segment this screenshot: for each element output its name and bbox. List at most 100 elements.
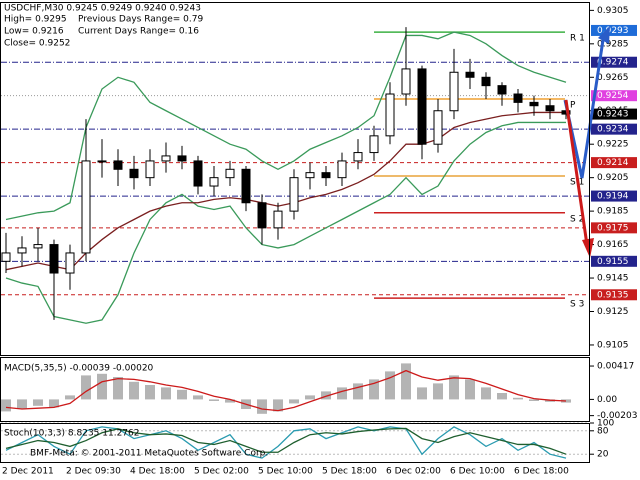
candle-body [1, 252, 11, 262]
close-info: Close= 0.9252 [4, 39, 70, 49]
price-level-label: 0.9293 [597, 26, 629, 36]
macd-bar [353, 383, 363, 400]
x-tick-label: 6 Dec 18:00 [514, 467, 569, 477]
arrow-head [582, 238, 594, 258]
macd-bar [193, 395, 203, 400]
macd-bar [145, 385, 155, 400]
price-level-tag [591, 255, 637, 267]
candle-body [353, 152, 363, 162]
candle-body [385, 93, 395, 137]
candle-body [305, 172, 315, 179]
price-level-tag [591, 222, 637, 234]
macd-bar [129, 381, 139, 400]
macd-bar [433, 383, 443, 400]
macd-bar [385, 371, 395, 400]
x-tick-label: 5 Dec 10:00 [258, 467, 313, 477]
candle-body [417, 68, 427, 145]
stoch-title: Stoch(10,3,3) 8.8235 11.2762 [4, 429, 139, 439]
price-level-label: 0.9254 [597, 91, 629, 101]
y-tick-label: 20 [597, 450, 609, 460]
candle-body [161, 155, 171, 162]
indicator-line [5, 369, 567, 412]
macd-title: MACD(5,35,5) -0.00039 -0.00020 [4, 364, 154, 374]
watermark: BMF-Meta: © 2001-2011 MetaQuotes Softwar… [30, 449, 268, 459]
macd-bar [65, 395, 75, 400]
y-tick-label: 0.00417 [597, 362, 634, 372]
macd-bar [289, 399, 299, 404]
price-level-tag [591, 123, 637, 135]
macd-bar [513, 397, 523, 400]
x-tick-label: 6 Dec 02:00 [386, 467, 441, 477]
price-level-tag [591, 108, 637, 120]
candle-body [241, 168, 251, 204]
macd-bar [225, 399, 235, 403]
indicator-line [5, 427, 567, 455]
candle-body [193, 160, 203, 187]
indicator-line [5, 426, 567, 459]
candle-body [465, 71, 475, 78]
price-level-tag [591, 56, 637, 68]
candle-body [225, 168, 235, 179]
price-level-label: 0.9155 [597, 257, 629, 267]
y-tick-label: 0.9145 [597, 274, 629, 284]
price-level-tag [591, 289, 637, 301]
macd-bar [97, 373, 107, 400]
macd-bar [273, 399, 283, 412]
candle-body [17, 247, 27, 254]
candle-body [33, 244, 43, 249]
candle-body [321, 172, 331, 179]
y-tick-label: 0.9185 [597, 207, 629, 217]
candle-body [289, 177, 299, 212]
candle-body [529, 101, 539, 107]
candle-body [97, 160, 107, 163]
macd-bar [17, 399, 27, 409]
candle-body [65, 252, 75, 274]
candle-body [481, 76, 491, 87]
price-level-tag [591, 190, 637, 202]
price-panel-border [0, 2, 590, 356]
macd-bar [417, 387, 427, 400]
y-tick-label: 100 [597, 419, 614, 429]
stoch-panel-border [0, 423, 590, 463]
macd-bar [481, 387, 491, 400]
x-tick-label: 5 Dec 18:00 [322, 467, 377, 477]
price-level-label: 0.9274 [597, 58, 629, 68]
prev-range-info: Previous Days Range= 0.79 [78, 15, 203, 25]
y-tick-label: 0.9305 [597, 6, 629, 16]
pivot-label: R 1 [570, 34, 585, 44]
candle-body [113, 160, 123, 170]
cur-range-info: Current Days Range= 0.16 [78, 27, 199, 37]
macd-bar [401, 363, 411, 400]
pivot-label: P [570, 101, 576, 111]
candle-body [449, 71, 459, 112]
candle-body [145, 160, 155, 179]
y-tick-label: 0.9285 [597, 39, 629, 49]
x-tick-label: 6 Dec 10:00 [450, 467, 505, 477]
y-tick-label: 0.9125 [597, 307, 629, 317]
pivot-label: S 3 [570, 300, 584, 310]
low-info: Low= 0.9216 [4, 27, 64, 37]
y-tick-label: 0.00 [597, 395, 617, 405]
macd-bar [1, 399, 11, 412]
x-tick-label: 4 Dec 18:00 [130, 467, 185, 477]
indicator-line [5, 31, 567, 221]
candle-body [257, 202, 267, 229]
macd-bar [465, 379, 475, 400]
macd-bar [305, 395, 315, 400]
macd-bar [33, 399, 43, 406]
macd-bar [369, 379, 379, 400]
y-tick-label: 80 [597, 426, 609, 436]
price-level-label: 0.9243 [597, 110, 629, 120]
macd-bar [257, 399, 267, 414]
indicator-line [5, 121, 566, 324]
y-tick-label: -0.00203 [597, 411, 637, 421]
macd-bar [113, 377, 123, 400]
x-tick-label: 2 Dec 2011 [2, 467, 54, 477]
symbol-info: USDCHF,M30 0.9245 0.9249 0.9240 0.9243 [4, 4, 201, 14]
price-level-label: 0.9194 [597, 192, 629, 202]
forecast-arrow-down [564, 99, 589, 246]
macd-bar [209, 399, 219, 401]
y-tick-label: 0.9165 [597, 240, 629, 250]
macd-bar [337, 387, 347, 400]
